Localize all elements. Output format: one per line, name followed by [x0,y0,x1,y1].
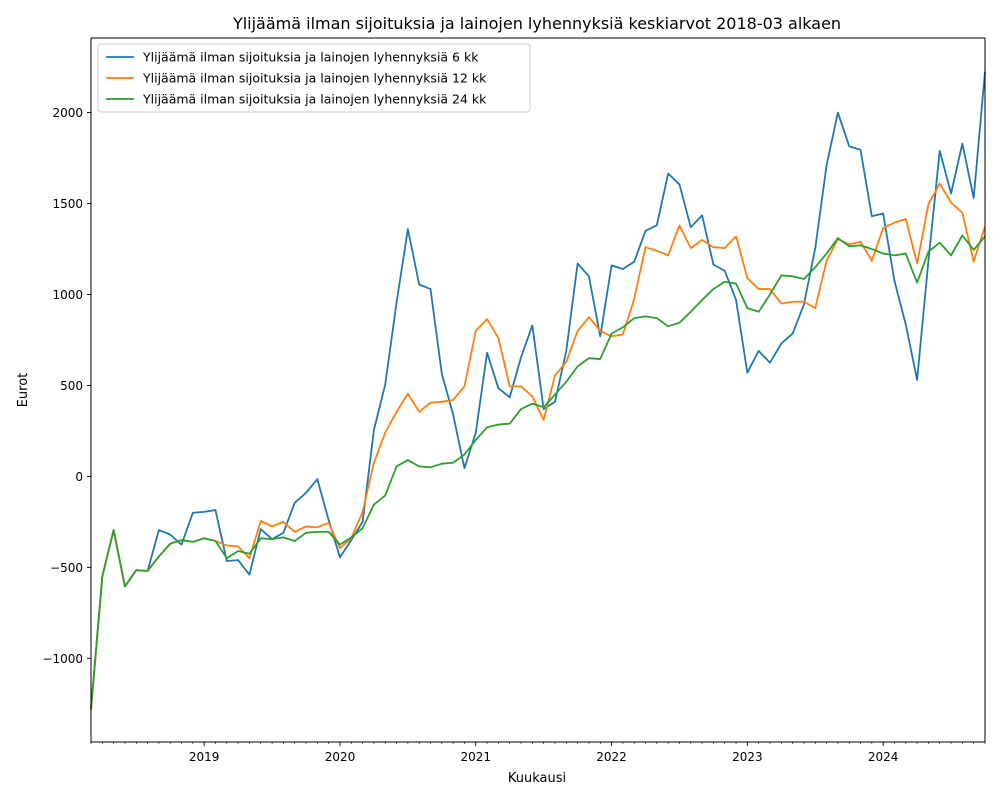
x-tick-label: 2021 [460,750,491,764]
chart-title: Ylijäämä ilman sijoituksia ja lainojen l… [232,14,841,33]
y-axis-label: Eurot [16,373,31,408]
y-tick-label: −500 [50,561,83,575]
y-tick-label: −1000 [42,652,83,666]
legend-label-3: Ylijäämä ilman sijoituksia ja lainojen l… [142,92,487,107]
plot-background [91,38,985,742]
plot-frame [90,37,986,743]
legend-box [97,43,531,113]
y-tick-label: 500 [60,379,83,393]
legend: Ylijäämä ilman sijoituksia ja lainojen l… [97,43,531,113]
y-tick-label: 0 [75,470,83,484]
x-tick-label: 2019 [189,750,220,764]
series-line-1 [90,71,986,710]
plot-area [90,37,986,743]
y-tick-label: 1500 [52,197,83,211]
x-tick-label: 2020 [325,750,356,764]
x-axis: 2019 2020 2021 2022 2023 2024 [90,742,986,764]
series-line-3 [90,234,986,710]
series-line-2 [90,182,986,710]
y-axis: −1000 −500 0 500 1000 1500 2000 [42,106,91,666]
legend-label-2: Ylijäämä ilman sijoituksia ja lainojen l… [142,71,487,86]
x-tick-label: 2024 [868,750,899,764]
series-layer [90,71,986,710]
y-tick-label: 1000 [52,288,83,302]
x-axis-label: Kuukausi [508,771,566,786]
y-tick-label: 2000 [52,106,83,120]
x-tick-label: 2023 [732,750,763,764]
legend-label-1: Ylijäämä ilman sijoituksia ja lainojen l… [142,50,479,65]
x-tick-label: 2022 [596,750,627,764]
